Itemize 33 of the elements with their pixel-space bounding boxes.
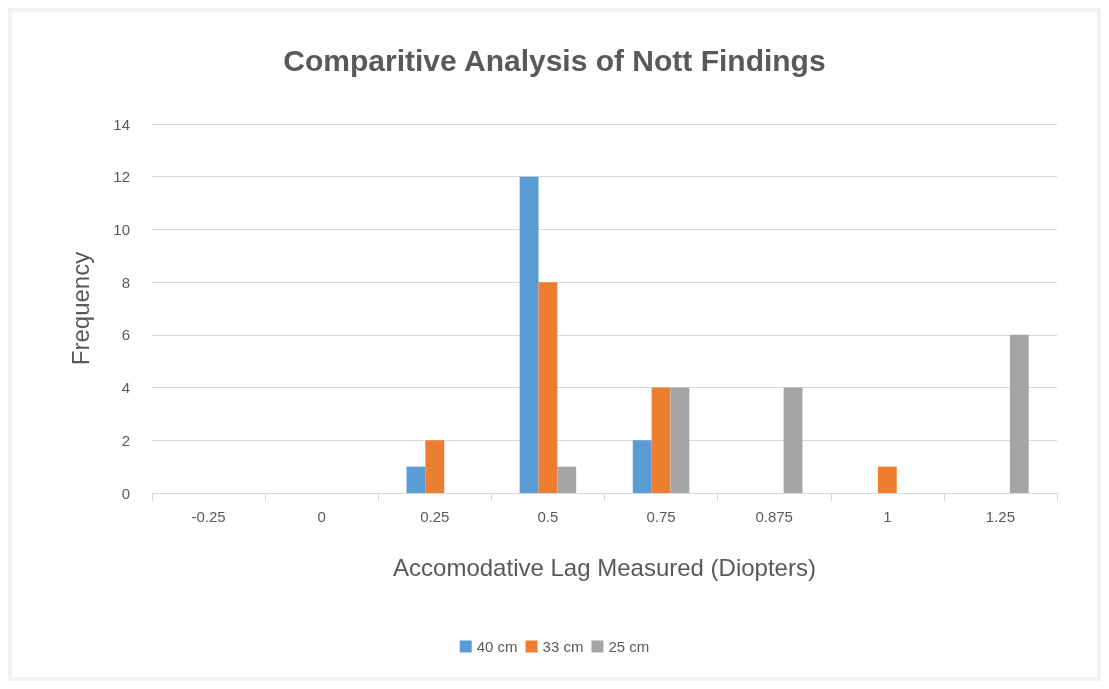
x-tick-label: 0.25 (420, 508, 450, 525)
x-axis-title: Accomodative Lag Measured (Diopters) (393, 553, 816, 581)
x-tick-label: 0.75 (646, 508, 676, 525)
x-tick-label: 0.5 (537, 508, 559, 525)
x-tick-label: -0.25 (191, 508, 226, 525)
legend-label: 33 cm (542, 638, 584, 655)
bar (632, 440, 652, 493)
y-tick-label: 2 (121, 431, 130, 449)
bar (406, 466, 426, 493)
x-tick-label: 0.875 (755, 508, 793, 525)
bar (783, 387, 803, 493)
y-tick-label: 6 (121, 326, 130, 344)
bar (538, 282, 558, 493)
bar (519, 176, 539, 493)
y-tick-label: 10 (113, 220, 130, 238)
x-tick-label: 1 (883, 508, 892, 525)
bar (670, 387, 690, 493)
y-tick-label: 8 (121, 273, 130, 291)
bar (425, 440, 445, 493)
bar (1009, 334, 1029, 493)
bar (557, 466, 577, 493)
x-tick-label: 0 (317, 508, 326, 525)
y-tick-label: 12 (113, 168, 130, 186)
legend-label: 25 cm (608, 638, 650, 655)
chart-title: Comparitive Analysis of Nott Findings (283, 43, 826, 77)
y-tick-label: 0 (121, 484, 130, 502)
bar (651, 387, 671, 493)
legend-label: 40 cm (476, 638, 518, 655)
x-tick-label: 1.25 (985, 508, 1016, 525)
y-tick-label: 4 (121, 379, 130, 397)
y-tick-label: 14 (113, 115, 130, 133)
y-axis-title: Frequency (66, 251, 94, 366)
bar (877, 466, 897, 493)
